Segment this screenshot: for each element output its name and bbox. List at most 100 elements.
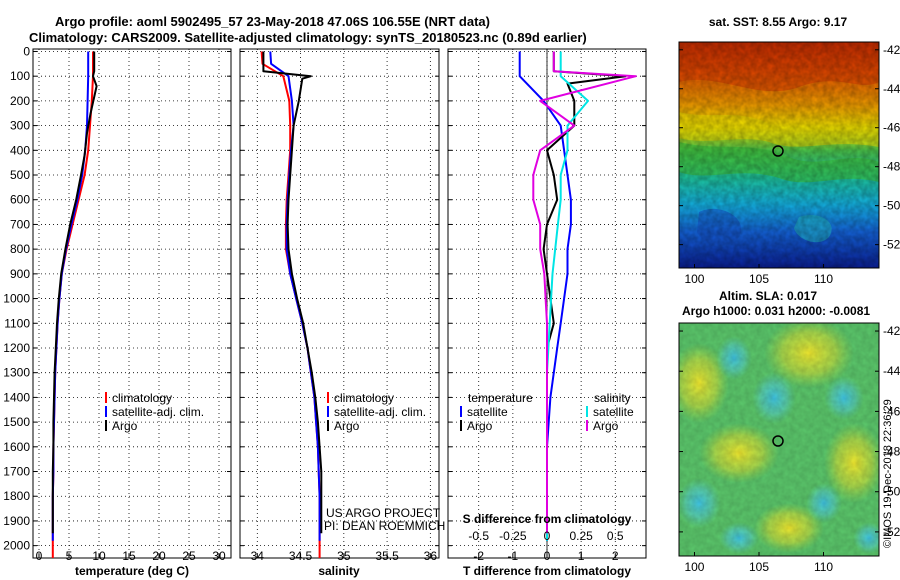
- lat-tick-label: -48: [883, 445, 900, 459]
- temperature-tick-label: 25: [182, 549, 196, 563]
- depth-tick-label: 200: [10, 94, 30, 108]
- legend-label-satellite: satellite-adj. clim.: [334, 405, 426, 419]
- legend-swatch-argo: [327, 420, 329, 431]
- legend-label-climatology: climatology: [112, 391, 172, 405]
- lat-tick-label: -44: [883, 364, 900, 378]
- depth-tick-label: 900: [10, 267, 30, 281]
- s-difference-tick-label: -0.25: [499, 529, 527, 543]
- lon-tick-label: 110: [814, 560, 833, 574]
- difference-legend: temperature satellite Argo salinity sate…: [460, 391, 634, 433]
- legend-swatch-satellite: [105, 406, 107, 417]
- temperature-legend: climatology satellite-adj. clim. Argo: [105, 391, 204, 433]
- salinity-tick-label: 34: [251, 549, 265, 563]
- lon-tick-label: 105: [749, 560, 769, 574]
- salinity-panel-frame: [239, 48, 440, 559]
- sla-map-frame: [678, 322, 880, 557]
- legend-swatch-s-argo: [586, 420, 588, 431]
- temperature-tick-label: 5: [66, 549, 73, 563]
- lat-tick-label: -50: [883, 199, 900, 213]
- salinity-tick-label: 35: [337, 549, 351, 563]
- salinity-legend: climatology satellite-adj. clim. Argo: [327, 391, 426, 433]
- legend-label-climatology: climatology: [334, 391, 394, 405]
- legend-label-t-argo: Argo: [467, 419, 493, 433]
- series-line-satellite-adj-clim-: [269, 51, 321, 541]
- lat-tick-label: -46: [883, 404, 900, 418]
- depth-tick-label: 400: [10, 143, 30, 157]
- depth-tick-label: 1000: [3, 292, 30, 306]
- project-credit-line2: PI: DEAN ROEMMICH: [324, 519, 445, 533]
- sst-map: -42 -44 -46 -48 -50 -52 100 105 110: [678, 41, 900, 286]
- temperature-tick-label: 0: [36, 549, 43, 563]
- lat-tick-label: -46: [883, 121, 900, 135]
- temperature-tick-label: 20: [152, 549, 166, 563]
- legend-swatch-t-argo: [460, 420, 462, 431]
- lon-tick-label: 105: [749, 272, 769, 286]
- sst-texture: [679, 42, 879, 268]
- depth-tick-label: 300: [10, 119, 30, 133]
- figure-title-line1: Argo profile: aoml 5902495_57 23-May-201…: [55, 14, 490, 29]
- lon-tick-label: 100: [684, 560, 704, 574]
- lat-tick-label: -50: [883, 485, 900, 499]
- difference-axis-label: T difference from climatology: [463, 564, 631, 578]
- depth-tick-label: 1900: [3, 514, 30, 528]
- s-difference-tick-label: -0.5: [468, 529, 489, 543]
- lat-tick-label: -42: [883, 43, 900, 57]
- depth-tick-label: 1400: [3, 390, 30, 404]
- temperature-plot: [33, 49, 231, 558]
- sla-map-title-line2: Argo h1000: 0.031 h2000: -0.0081: [682, 304, 870, 318]
- legend-label-argo: Argo: [334, 419, 360, 433]
- depth-tick-label: 0: [23, 44, 30, 58]
- x-axis-tick-labels: 0 5 10 15 20 25 30 34 34.5 35 35.5 36 -2 -1 0 1 2 -0.5 -0.…: [36, 529, 624, 563]
- depth-tick-label: 700: [10, 217, 30, 231]
- difference-tick-label: 2: [612, 549, 619, 563]
- salinity-tick-label: 35.5: [375, 549, 399, 563]
- legend-swatch-s-satellite: [586, 406, 588, 417]
- sla-map: -42 -44 -46 -48 -50 -52 100 105 110: [678, 322, 900, 574]
- legend-label-satellite: satellite-adj. clim.: [112, 405, 204, 419]
- sst-map-frame: [678, 41, 880, 269]
- legend-swatch-argo: [105, 420, 107, 431]
- legend-swatch-satellite: [327, 406, 329, 417]
- legend-swatch-t-satellite: [460, 406, 462, 417]
- depth-tick-label: 1800: [3, 489, 30, 503]
- lon-tick-label: 100: [684, 272, 704, 286]
- depth-tick-label: 100: [10, 69, 30, 83]
- lat-tick-label: -48: [883, 160, 900, 174]
- sla-map-title-line1: Altim. SLA: 0.017: [719, 289, 817, 303]
- temperature-axis-label: temperature (deg C): [75, 564, 189, 578]
- argo-location-marker: [772, 435, 784, 447]
- depth-tick-label: 1600: [3, 440, 30, 454]
- temperature-tick-label: 15: [122, 549, 136, 563]
- salinity-plot: [240, 49, 439, 558]
- lon-tick-label: 110: [814, 272, 833, 286]
- temperature-panel-frame: [32, 48, 232, 559]
- lat-tick-label: -42: [883, 324, 900, 338]
- depth-tick-label: 800: [10, 242, 30, 256]
- legend-title-salinity: salinity: [594, 391, 631, 405]
- project-credit-line1: US ARGO PROJECT: [326, 506, 441, 520]
- legend-title-temperature: temperature: [468, 391, 533, 405]
- temperature-tick-label: 30: [212, 549, 226, 563]
- legend-label-s-satellite: satellite: [593, 405, 634, 419]
- depth-tick-label: 1100: [4, 316, 30, 330]
- depth-axis-labels: 0 100 200 300 400 500 600 700 800 900 1000 1100 1200…: [3, 44, 30, 552]
- salinity-axis-label: salinity: [318, 564, 360, 578]
- difference-tick-label: -2: [473, 549, 484, 563]
- legend-swatch-climatology: [105, 392, 107, 403]
- depth-tick-label: 600: [10, 193, 30, 207]
- series-line-salinity-argo: [532, 51, 637, 534]
- depth-tick-label: 1300: [3, 366, 30, 380]
- s-difference-tick-label: 0.25: [569, 529, 593, 543]
- legend-swatch-climatology: [327, 392, 329, 403]
- legend-label-argo: Argo: [112, 419, 138, 433]
- lat-tick-label: -44: [883, 82, 900, 96]
- series-line-argo: [262, 51, 323, 534]
- lat-tick-label: -52: [883, 238, 900, 252]
- difference-tick-label: -1: [508, 549, 519, 563]
- depth-tick-label: 1700: [3, 465, 30, 479]
- imos-timestamp: ©IMOS 19-Dec-2018 22:36:29: [882, 399, 894, 548]
- sla-texture: [679, 323, 879, 556]
- difference-tick-label: 1: [578, 549, 585, 563]
- difference-plot: [448, 49, 646, 558]
